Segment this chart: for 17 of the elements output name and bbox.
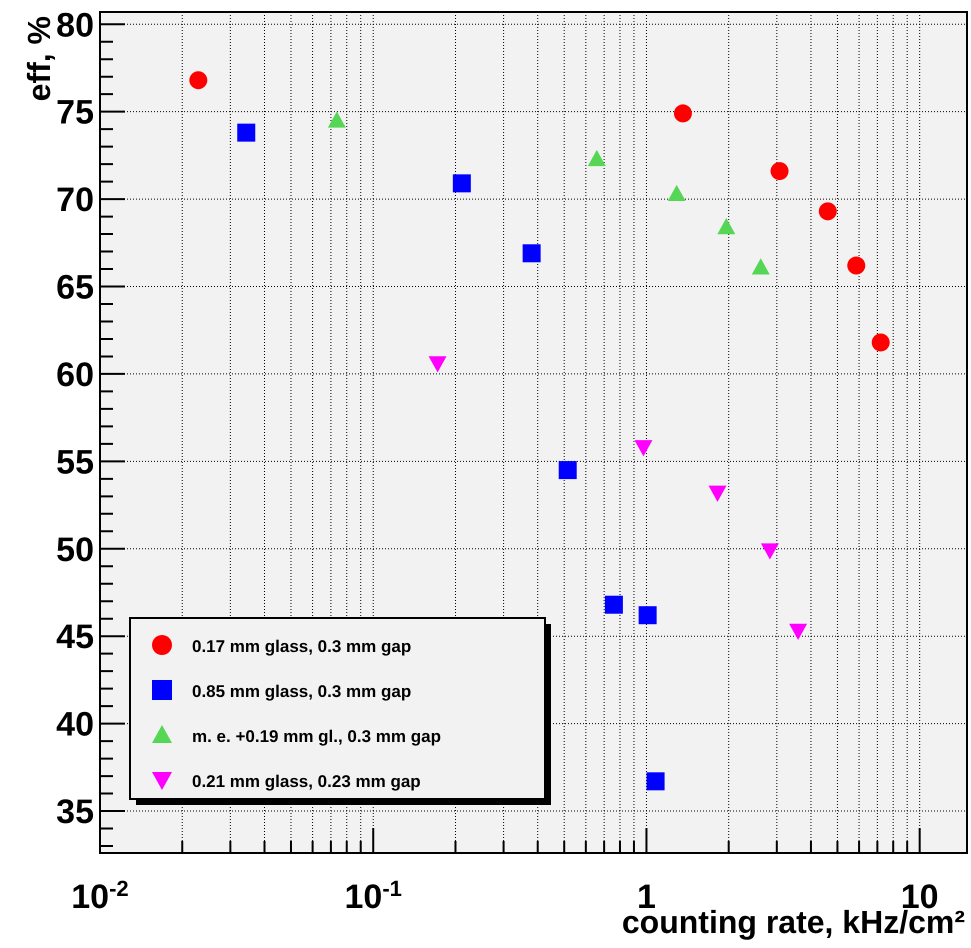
legend-label: m. e. +0.19 mm gl., 0.3 mm gap bbox=[192, 727, 441, 746]
legend-label: 0.85 mm glass, 0.3 mm gap bbox=[192, 682, 412, 701]
y-tick-label: 50 bbox=[56, 530, 94, 569]
y-axis-title: eff, % bbox=[21, 16, 57, 102]
y-tick-label: 45 bbox=[56, 618, 94, 656]
legend-label: 0.17 mm glass, 0.3 mm gap bbox=[192, 637, 412, 656]
x-tick-label: 10$^{-1}$ bbox=[344, 876, 402, 916]
legend-label: 0.21 mm glass, 0.23 mm gap bbox=[192, 772, 421, 791]
x-tick-label: 10$^{-2}$ bbox=[71, 876, 129, 916]
y-tick-label: 35 bbox=[56, 793, 94, 832]
y-tick-label: 60 bbox=[56, 356, 94, 394]
y-tick-label: 70 bbox=[56, 181, 94, 220]
y-tick-label: 75 bbox=[56, 94, 94, 132]
y-tick-label: 55 bbox=[56, 443, 94, 482]
y-tick-label: 80 bbox=[56, 6, 94, 44]
y-tick-label: 65 bbox=[56, 268, 94, 307]
y-tick-label: 40 bbox=[56, 706, 94, 744]
